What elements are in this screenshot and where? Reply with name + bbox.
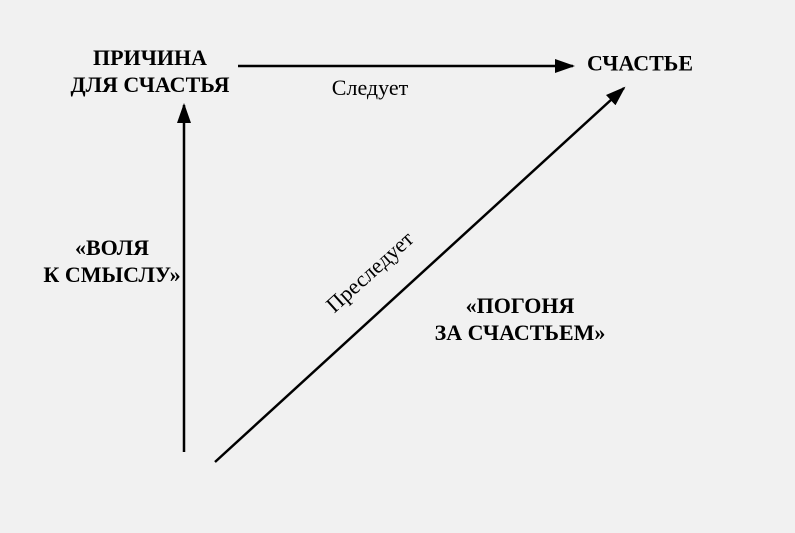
diagram-canvas: ПРИЧИНА ДЛЯ СЧАСТЬЯ СЧАСТЬЕ «ВОЛЯ К СМЫСЛУ… xyxy=(0,0,795,533)
node-will: «ВОЛЯ К СМЫСЛУ» xyxy=(43,235,180,289)
edge-label-e-follows: Следует xyxy=(332,75,408,101)
edge-e-pursues xyxy=(215,88,624,462)
node-cause: ПРИЧИНА ДЛЯ СЧАСТЬЯ xyxy=(70,45,229,99)
node-happiness: СЧАСТЬЕ xyxy=(587,51,693,78)
node-pursuit: «ПОГОНЯ ЗА СЧАСТЬЕМ» xyxy=(435,293,606,347)
